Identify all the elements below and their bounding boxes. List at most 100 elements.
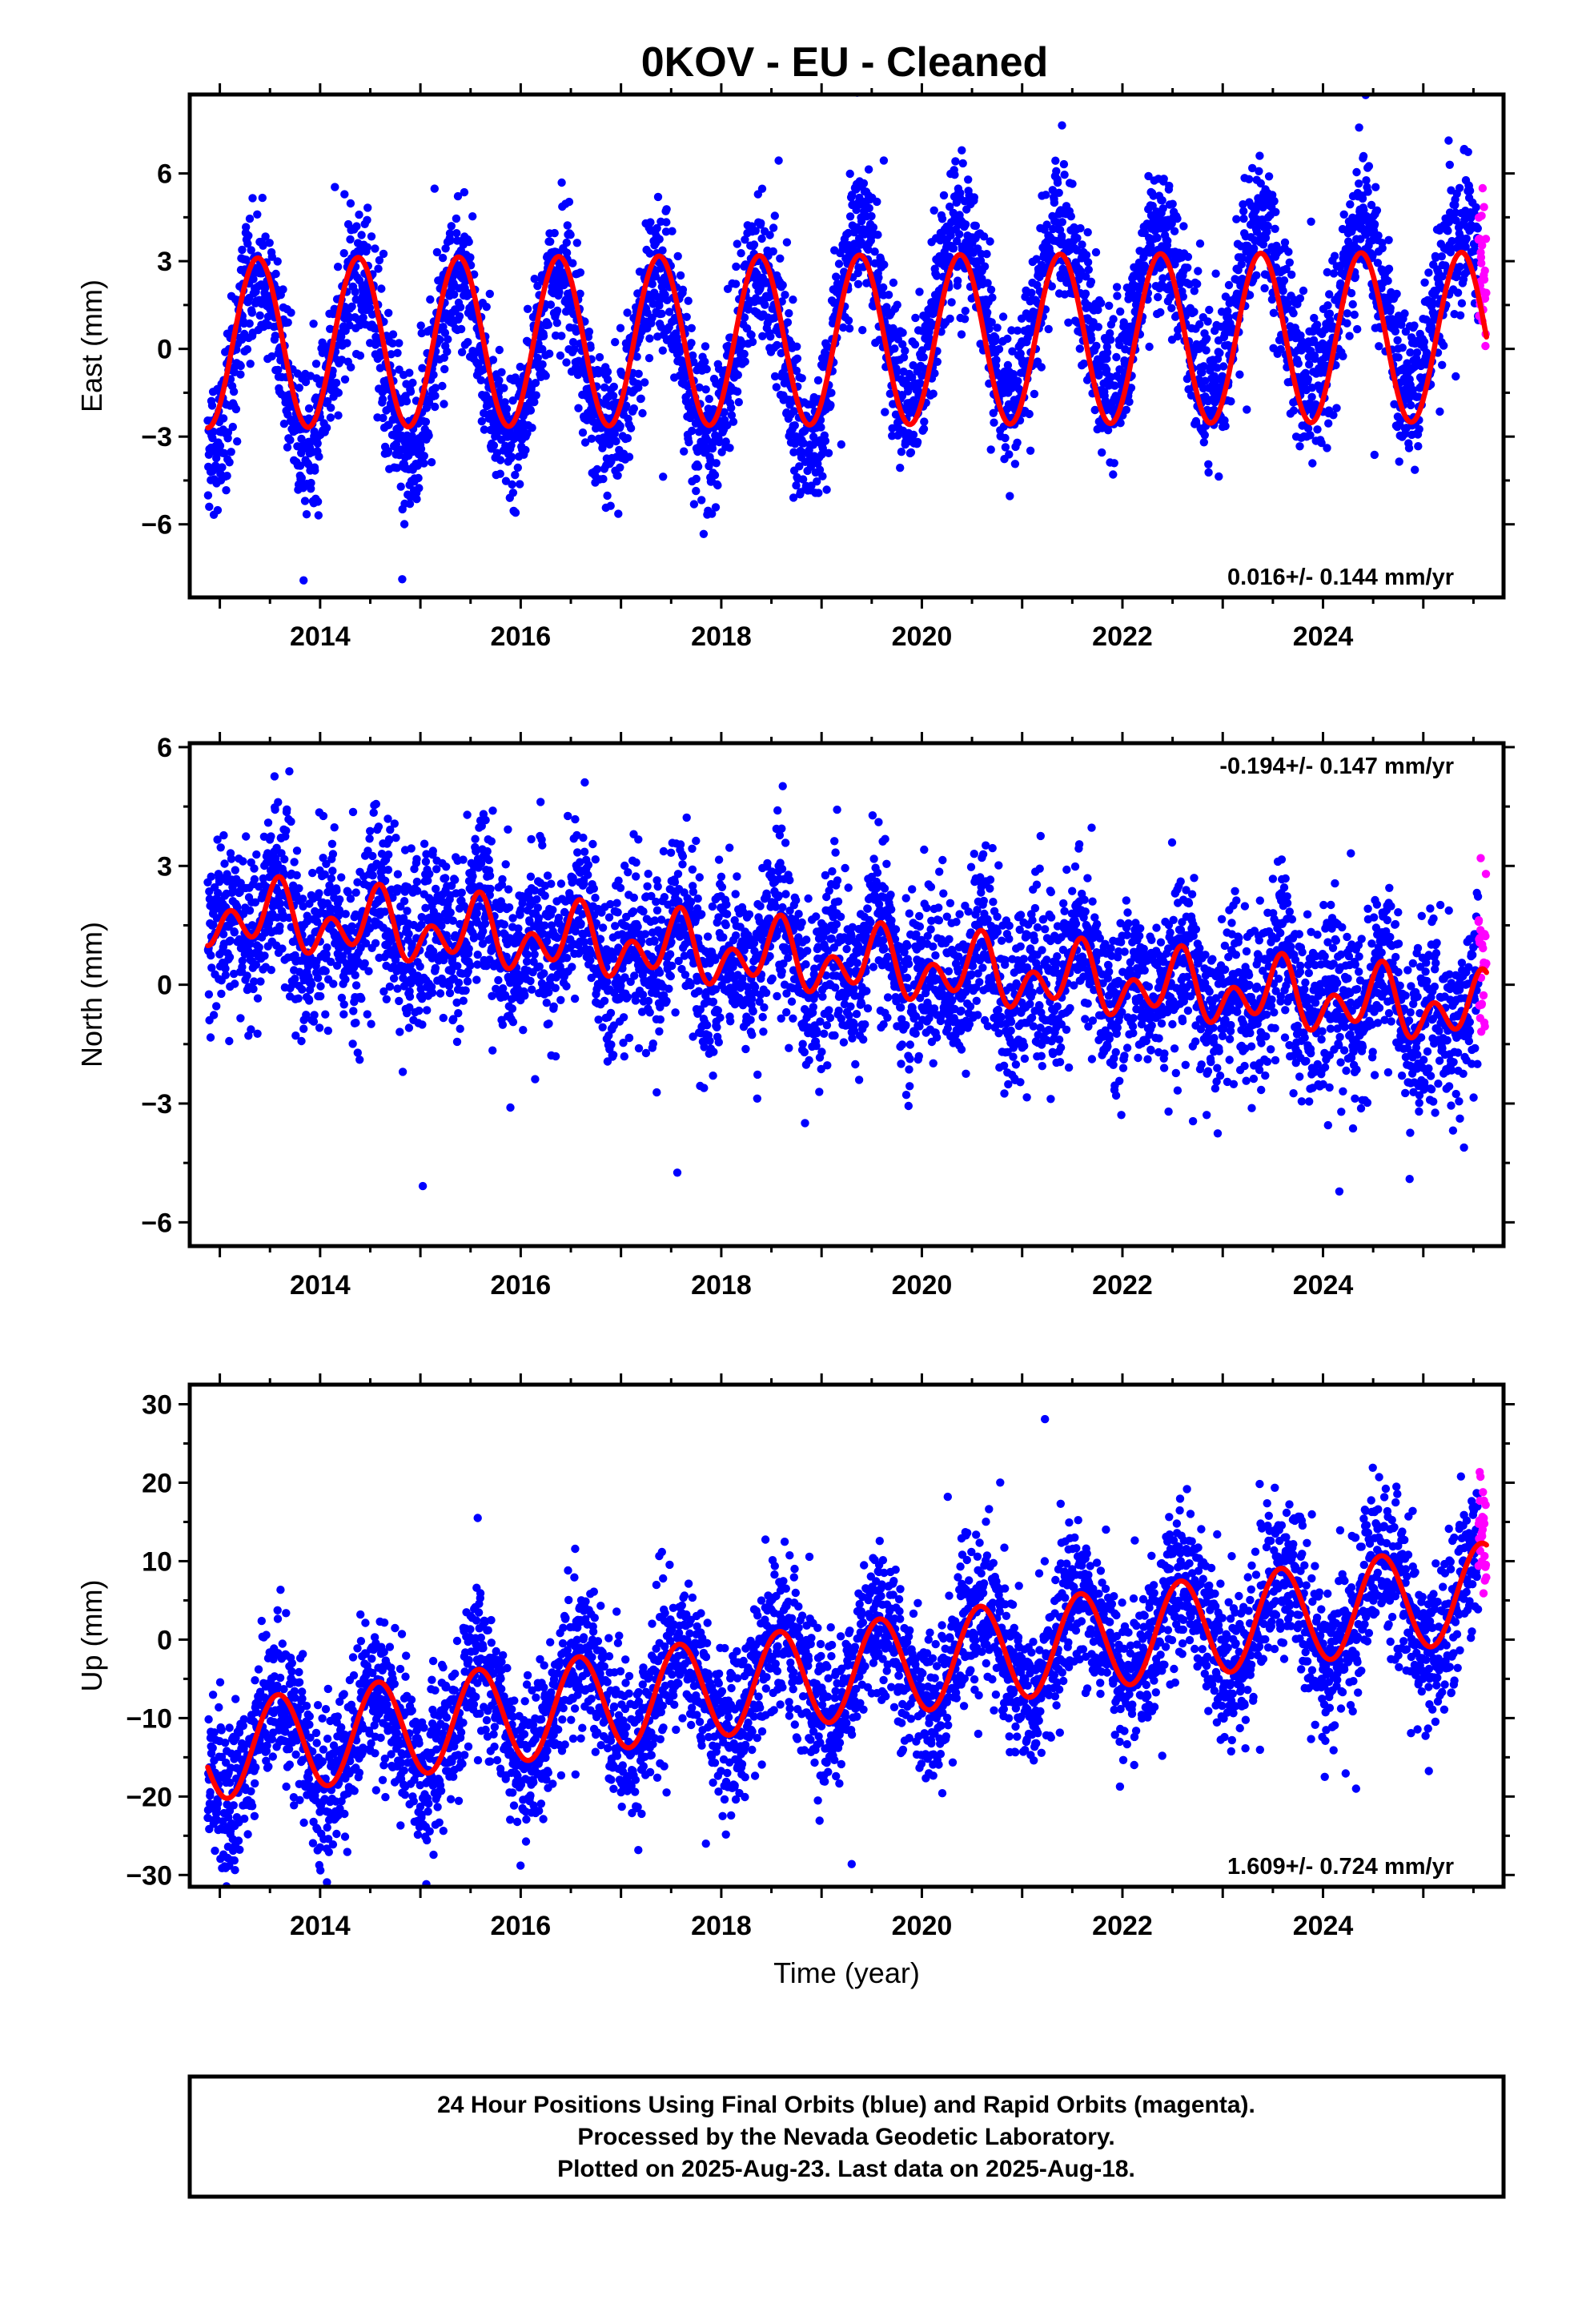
final-orbit-point [557, 178, 566, 187]
x-tick-label: 2016 [491, 621, 552, 652]
final-orbit-point [1025, 409, 1034, 419]
final-orbit-point [938, 215, 947, 223]
final-orbit-point [303, 460, 313, 468]
final-orbit-point [496, 456, 505, 464]
final-orbit-point [1465, 187, 1475, 195]
final-orbit-point [1097, 299, 1106, 308]
final-orbit-point [1112, 283, 1122, 292]
final-orbit-point [476, 376, 485, 384]
final-orbit-point [441, 244, 450, 253]
final-orbit-point [279, 285, 287, 294]
final-orbit-point [456, 324, 466, 334]
final-orbit-point [243, 345, 252, 354]
final-orbit-point [748, 337, 757, 347]
final-orbit-point [616, 463, 624, 472]
final-orbit-point [778, 280, 787, 290]
final-orbit-point [919, 424, 929, 433]
final-orbit-point [225, 953, 235, 962]
final-orbit-point [761, 300, 769, 309]
final-orbit-point [930, 206, 938, 215]
final-orbit-point [258, 193, 267, 203]
final-orbit-point [278, 944, 287, 953]
final-orbit-point [387, 350, 396, 359]
final-orbit-point [213, 505, 223, 515]
final-orbit-point [737, 249, 745, 258]
final-orbit-point [1075, 344, 1085, 353]
final-orbit-point [1439, 341, 1448, 350]
final-orbit-point [623, 434, 632, 443]
final-orbit-point [311, 466, 319, 475]
final-orbit-point [1106, 336, 1115, 344]
final-orbit-point [339, 1010, 348, 1019]
final-orbit-point [279, 420, 289, 428]
final-orbit-point [701, 342, 710, 351]
final-orbit-point [1001, 433, 1010, 443]
final-orbit-point [301, 377, 311, 387]
rapid-orbit-point [1477, 259, 1486, 267]
rapid-orbit-point [1477, 211, 1486, 220]
final-orbit-point [880, 260, 889, 269]
final-orbit-point [347, 363, 355, 372]
final-orbit-point [611, 338, 620, 347]
final-orbit-point [329, 979, 338, 988]
final-orbit-point [263, 312, 273, 321]
final-orbit-point [659, 472, 668, 481]
rapid-orbit-point [1481, 341, 1490, 351]
final-orbit-point [733, 239, 741, 248]
final-orbit-point [245, 214, 255, 223]
final-orbit-point [533, 281, 542, 291]
final-orbit-point [431, 402, 440, 412]
final-orbit-point [395, 339, 404, 348]
final-orbit-point [1284, 247, 1293, 256]
final-orbit-point [223, 428, 233, 437]
final-orbit-point [508, 489, 518, 497]
final-orbit-point [790, 421, 799, 430]
final-orbit-point [300, 497, 310, 505]
final-orbit-point [640, 378, 649, 387]
final-orbit-point [1348, 300, 1357, 309]
final-orbit-point [1110, 459, 1118, 468]
final-orbit-point [313, 974, 323, 983]
final-orbit-point [1167, 304, 1176, 312]
final-orbit-point [729, 417, 738, 426]
final-orbit-point [776, 254, 785, 263]
final-orbit-point [352, 222, 361, 231]
final-orbit-point [1264, 172, 1274, 181]
final-orbit-point [346, 235, 355, 244]
x-tick-label: 2022 [1092, 621, 1153, 652]
final-orbit-point [438, 253, 448, 263]
final-orbit-point [468, 212, 477, 221]
final-orbit-point [523, 304, 532, 313]
final-orbit-point [1384, 235, 1393, 244]
final-orbit-point [331, 183, 339, 191]
final-orbit-point [1211, 269, 1220, 278]
final-orbit-point [1473, 224, 1483, 233]
final-orbit-point [544, 320, 552, 329]
final-orbit-point [688, 426, 697, 436]
final-orbit-point [253, 210, 262, 219]
final-orbit-point [1235, 370, 1244, 379]
final-orbit-point [557, 332, 566, 340]
final-orbit-point [464, 338, 472, 347]
final-orbit-point [1363, 187, 1372, 196]
final-orbit-point [1203, 334, 1211, 343]
final-orbit-point [259, 241, 267, 250]
final-orbit-point [280, 854, 289, 864]
final-orbit-point [827, 388, 836, 397]
final-orbit-point [243, 971, 251, 980]
final-orbit-point [576, 268, 585, 277]
final-orbit-point [1462, 234, 1471, 243]
final-orbit-point [1313, 425, 1322, 434]
final-orbit-point [563, 221, 572, 230]
final-orbit-point [341, 975, 350, 984]
final-orbit-point [1125, 397, 1134, 406]
final-orbit-point [1346, 200, 1355, 209]
final-orbit-point [274, 365, 283, 375]
final-orbit-point [1200, 431, 1210, 440]
final-orbit-point [680, 447, 689, 456]
final-orbit-point [1204, 468, 1213, 477]
final-orbit-point [351, 971, 359, 979]
final-orbit-point [431, 384, 440, 392]
final-orbit-point [238, 245, 247, 255]
final-orbit-point [572, 239, 581, 247]
